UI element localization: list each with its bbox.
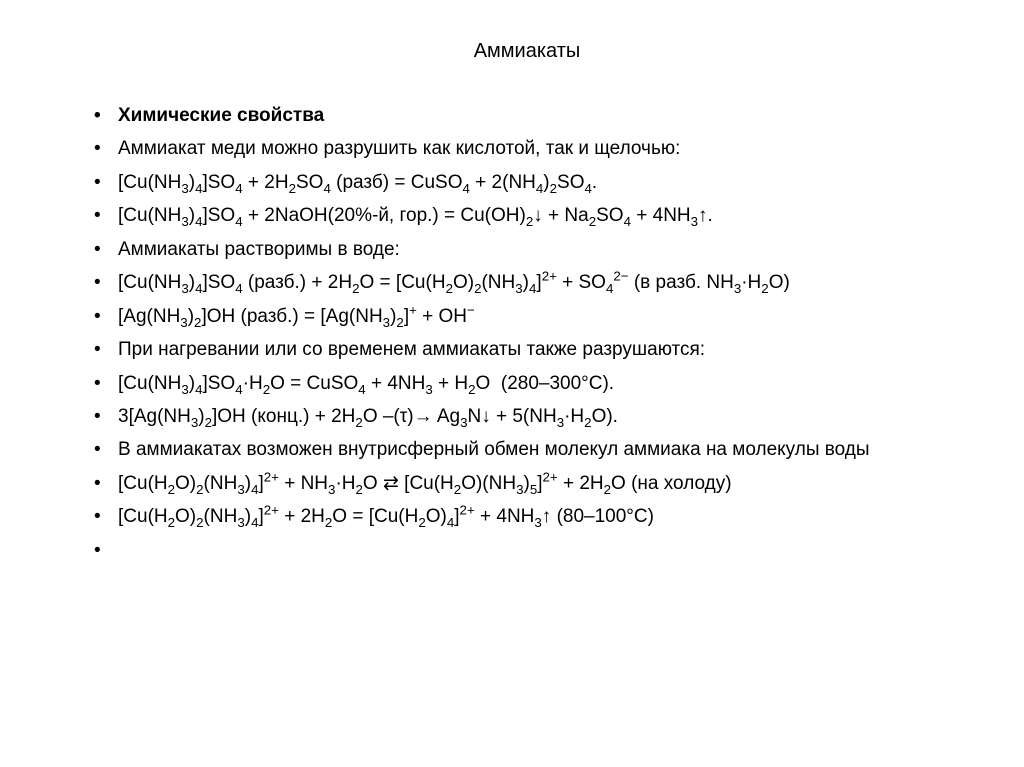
bullet-item: В аммиакатах возможен внутрисферный обме… bbox=[90, 435, 964, 464]
bullet-item: [Cu(NH3)4]SO4 + 2H2SO4 (разб) = CuSO4 + … bbox=[90, 168, 964, 197]
bullet-item: [Ag(NH3)2]OH (разб.) = [Ag(NH3)2]+ + OH− bbox=[90, 302, 964, 331]
bullet-item: [Cu(H2O)2(NH3)4]2+ + NH3·H2O ⇄ [Cu(H2O)(… bbox=[90, 469, 964, 498]
page-title: Аммиакаты bbox=[90, 40, 964, 63]
bullet-item: [Cu(H2O)2(NH3)4]2+ + 2H2O = [Cu(H2O)4]2+… bbox=[90, 502, 964, 531]
bullet-item: [Cu(NH3)4]SO4·H2O = CuSO4 + 4NH3 + H2O (… bbox=[90, 369, 964, 398]
bullet-item: 3[Ag(NH3)2]OH (конц.) + 2H2O –(τ)→ Ag3N↓… bbox=[90, 402, 964, 431]
bullet-item: Аммиакат меди можно разрушить как кислот… bbox=[90, 134, 964, 163]
bullet-item: Аммиакаты растворимы в воде: bbox=[90, 235, 964, 264]
bullet-list: Химические свойства Аммиакат меди можно р… bbox=[90, 101, 964, 532]
bullet-item: [Cu(NH3)4]SO4 + 2NaOH(20%-й, гор.) = Cu(… bbox=[90, 201, 964, 230]
bullet-item: Химические свойства bbox=[90, 101, 964, 130]
bullet-item: [Cu(NH3)4]SO4 (разб.) + 2H2O = [Cu(H2O)2… bbox=[90, 268, 964, 297]
bullet-item: При нагревании или со временем аммиакаты… bbox=[90, 335, 964, 364]
slide-page: Аммиакаты Химические свойства Аммиакат ме… bbox=[0, 0, 1024, 576]
